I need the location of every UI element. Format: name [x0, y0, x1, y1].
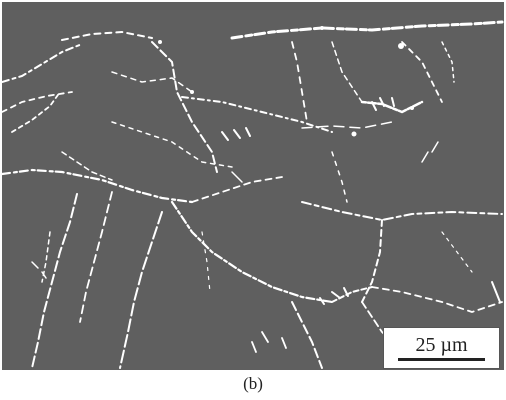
grain-boundary-micrograph — [2, 2, 504, 370]
figure-caption: (b) — [0, 374, 506, 394]
scale-bar-line — [398, 358, 485, 361]
micrograph-image — [2, 2, 504, 370]
scale-bar-box: 25 µm — [383, 327, 500, 369]
scale-bar-label: 25 µm — [384, 334, 499, 356]
micrograph-background — [2, 2, 504, 370]
